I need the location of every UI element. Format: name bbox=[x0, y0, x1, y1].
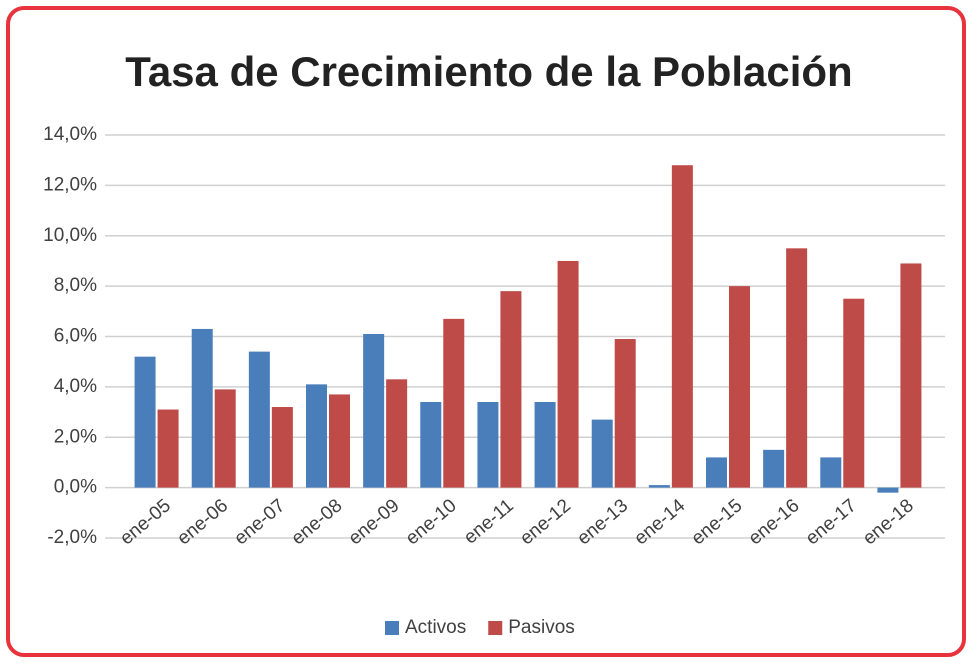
bar bbox=[729, 286, 750, 488]
chart-frame bbox=[6, 6, 966, 657]
x-tick-label: ene-06 bbox=[173, 495, 232, 549]
bar bbox=[500, 291, 522, 488]
bar bbox=[557, 260, 579, 488]
x-tick-label: ene-13 bbox=[573, 495, 632, 549]
bar bbox=[648, 485, 670, 488]
bar bbox=[306, 384, 327, 488]
bar bbox=[591, 419, 613, 488]
x-tick-label: ene-07 bbox=[230, 495, 289, 549]
y-tick-label: 0,0% bbox=[54, 477, 97, 498]
x-tick-label: ene-05 bbox=[116, 495, 175, 549]
bar bbox=[214, 389, 236, 488]
y-tick-label: 8,0% bbox=[54, 275, 97, 296]
bar bbox=[329, 394, 350, 488]
bar bbox=[191, 328, 213, 488]
bar bbox=[614, 339, 636, 488]
chart-title: Tasa de Crecimiento de la Población bbox=[125, 48, 852, 95]
bar bbox=[248, 351, 270, 488]
x-tick-label: ene-16 bbox=[745, 495, 804, 549]
x-tick-label: ene-11 bbox=[460, 495, 518, 548]
y-tick-label: -2,0% bbox=[47, 527, 97, 548]
bar bbox=[820, 457, 842, 488]
bar bbox=[671, 165, 693, 488]
bar bbox=[134, 356, 156, 488]
x-tick-label: ene-14 bbox=[630, 495, 689, 549]
x-tick-label: ene-12 bbox=[516, 495, 575, 549]
legend-swatch bbox=[488, 621, 503, 635]
bar bbox=[386, 379, 408, 488]
x-tick-label: ene-08 bbox=[288, 495, 347, 549]
x-tick-label: ene-15 bbox=[688, 495, 747, 549]
bar bbox=[706, 457, 727, 488]
legend-label: Activos bbox=[405, 617, 466, 638]
y-tick-label: 14,0% bbox=[43, 124, 97, 145]
y-tick-label: 4,0% bbox=[54, 376, 97, 397]
bar bbox=[443, 318, 465, 488]
bar bbox=[763, 449, 785, 488]
x-tick-label: ene-17 bbox=[802, 495, 861, 549]
bar bbox=[877, 487, 899, 493]
y-tick-label: 10,0% bbox=[43, 225, 97, 246]
bar bbox=[271, 407, 293, 488]
x-tick-label: ene-18 bbox=[859, 495, 918, 549]
bar bbox=[786, 248, 808, 488]
bar bbox=[534, 401, 556, 488]
x-tick-label: ene-09 bbox=[345, 495, 404, 549]
bar bbox=[157, 409, 179, 488]
legend-swatch bbox=[385, 621, 399, 635]
legend-label: Pasivos bbox=[508, 617, 575, 638]
y-tick-label: 2,0% bbox=[54, 426, 97, 447]
x-tick-label: ene-10 bbox=[402, 495, 461, 549]
y-tick-label: 12,0% bbox=[43, 174, 97, 195]
bar bbox=[363, 333, 385, 488]
bar bbox=[477, 401, 499, 488]
bar bbox=[843, 298, 865, 488]
bar bbox=[420, 401, 442, 488]
y-tick-label: 6,0% bbox=[54, 326, 97, 347]
bar bbox=[900, 263, 922, 488]
